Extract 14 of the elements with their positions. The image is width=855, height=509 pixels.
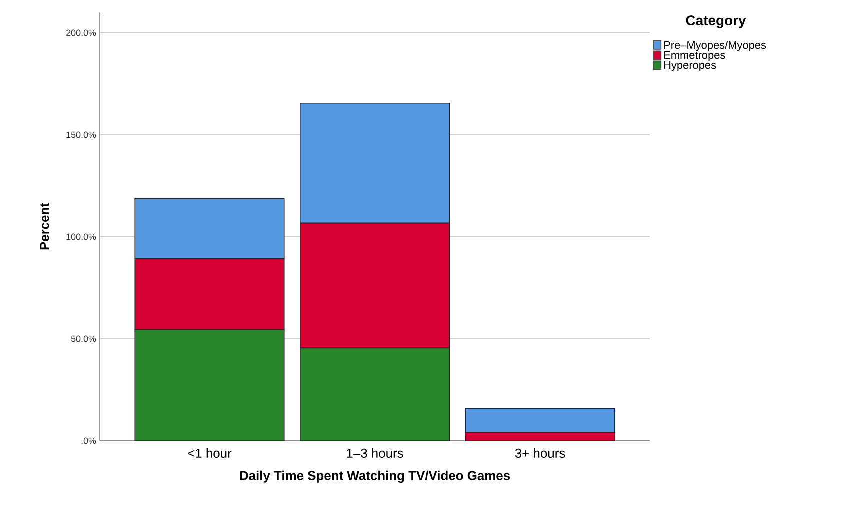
x-tick-label: <1 hour [188,448,232,458]
x-axis-title: Daily Time Spent Watching TV/Video Games [240,470,510,483]
y-tick-label: .0% [82,438,96,444]
y-axis-title: Percent [40,203,50,250]
legend-label: Emmetropes [664,51,726,62]
y-tick-label: 100.0% [66,234,96,240]
legend-label: Pre–Myopes/Myopes [664,41,766,52]
x-tick-label: 1–3 hours [347,448,404,458]
y-tick-label: 50.0% [71,336,96,342]
y-tick-label: 200.0% [66,30,96,36]
y-tick-label: 150.0% [66,132,96,138]
legend-label: Hyperopes [664,62,716,72]
legend-title: Category [686,16,746,28]
x-tick-label: 3+ hours [515,448,566,458]
